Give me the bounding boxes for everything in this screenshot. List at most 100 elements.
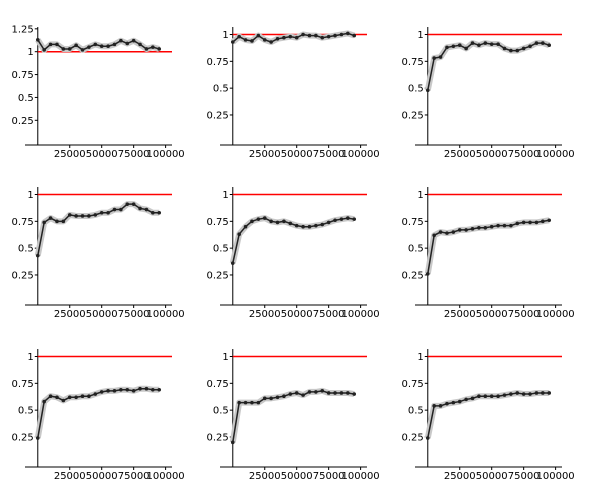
point (432, 233, 436, 238)
point (307, 33, 312, 38)
point (55, 42, 59, 47)
point (528, 220, 532, 225)
point (521, 220, 526, 225)
line (427, 392, 550, 439)
point (125, 387, 130, 392)
point (67, 47, 72, 51)
point (515, 221, 520, 226)
point (93, 213, 98, 217)
point (445, 401, 449, 406)
point (125, 41, 130, 46)
point (464, 397, 468, 402)
y-tick-label: 0.75 (12, 217, 34, 228)
point (119, 38, 123, 43)
line (427, 42, 550, 91)
point (157, 47, 162, 51)
point (541, 219, 545, 224)
x-tick-label: 100000 (342, 149, 380, 160)
x-tick-label: 25000 (249, 309, 281, 320)
x-tick-label: 25000 (249, 471, 281, 482)
x-tick-label: 75000 (313, 149, 345, 160)
point (269, 396, 273, 401)
point (496, 394, 500, 399)
point (547, 218, 552, 223)
point (157, 387, 162, 392)
y-tick-label: 0.5 (18, 406, 34, 417)
point (502, 393, 507, 397)
point (151, 210, 155, 215)
point (534, 41, 539, 45)
point (541, 41, 545, 45)
point (269, 219, 273, 224)
point (457, 43, 462, 48)
point (74, 214, 78, 218)
line (232, 390, 355, 443)
point (547, 391, 552, 395)
point (333, 218, 337, 223)
point (237, 34, 241, 39)
y-tick-label: 0.5 (408, 244, 424, 255)
x-tick-label: 100000 (147, 471, 185, 482)
line-band (34, 201, 160, 257)
x-tick-label: 25000 (54, 471, 86, 482)
y-tick-label: 0.25 (402, 432, 424, 443)
x-tick-label: 25000 (444, 471, 476, 482)
x-tick-label: 25000 (444, 309, 476, 320)
x-tick-label: 75000 (508, 149, 540, 160)
y-tick-label: 0.5 (213, 84, 229, 95)
point (320, 389, 325, 393)
point (457, 399, 462, 404)
point (80, 394, 85, 399)
point (320, 35, 325, 40)
y-tick-label: 0.25 (12, 270, 34, 281)
point (425, 272, 430, 276)
point (346, 31, 350, 36)
x-tick-label: 50000 (86, 149, 118, 160)
point (256, 217, 261, 221)
point (106, 44, 110, 49)
point (131, 38, 136, 43)
point (230, 40, 235, 44)
y-tick-label: 0.75 (207, 379, 229, 390)
point (237, 400, 241, 405)
point (432, 56, 436, 60)
point (464, 228, 468, 232)
point (509, 48, 513, 53)
y-tick-label: 0.75 (12, 70, 34, 81)
point (288, 221, 293, 226)
line-band (229, 387, 355, 443)
point (314, 390, 318, 394)
x-tick-label: 25000 (249, 149, 281, 160)
point (326, 34, 331, 39)
point (314, 223, 318, 228)
point (509, 392, 513, 396)
point (237, 232, 241, 236)
x-tick-label: 25000 (444, 149, 476, 160)
x-tick-label: 50000 (281, 471, 313, 482)
x-tick-label: 100000 (147, 149, 185, 160)
point (35, 38, 40, 42)
point (282, 394, 286, 399)
point (425, 88, 430, 93)
point (151, 45, 155, 49)
point (125, 202, 130, 206)
point (119, 207, 123, 212)
point (528, 392, 532, 396)
y-tick-label: 1 (417, 30, 423, 41)
point (138, 386, 142, 391)
point (80, 214, 85, 218)
x-tick-label: 75000 (508, 471, 540, 482)
point (451, 230, 456, 234)
point (326, 220, 331, 225)
point (275, 395, 280, 400)
point (106, 210, 110, 215)
point (119, 387, 123, 392)
point (451, 400, 456, 405)
point (262, 396, 267, 401)
point (87, 394, 91, 399)
point (496, 42, 500, 46)
point (477, 394, 481, 399)
x-tick-label: 100000 (537, 471, 575, 482)
point (74, 43, 78, 48)
